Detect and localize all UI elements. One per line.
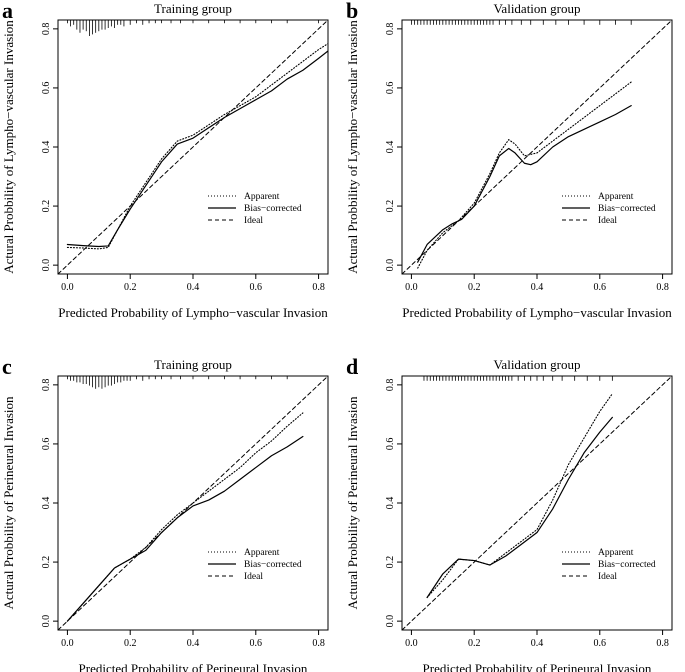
legend-label: Apparent [598, 192, 634, 202]
x-tick-label: 0.2 [124, 282, 137, 293]
panel-title: Validation group [493, 1, 580, 16]
series-group [402, 20, 672, 274]
y-tick-label: 0.2 [385, 200, 396, 213]
panel-letter: d [346, 354, 358, 379]
x-tick-label: 0.6 [250, 282, 263, 293]
panel-title: Training group [154, 357, 232, 372]
y-tick-label: 0.4 [41, 141, 52, 154]
y-tick-label: 0.6 [41, 82, 52, 95]
legend: Apparent Bias−corrected Ideal [562, 548, 656, 582]
panel-c: 0.0 0.2 0.4 0.6 0.8 0.0 0.2 0.4 0.6 0.8 c Training … [1, 354, 329, 672]
legend-label: Ideal [244, 216, 263, 226]
y-tick-label: 0.4 [385, 497, 396, 510]
series-solid [66, 435, 304, 622]
panel-d: 0.0 0.2 0.4 0.6 0.8 0.0 0.2 0.4 0.6 0.8 d Validatio… [345, 354, 673, 672]
x-tick-label: 0.2 [124, 638, 137, 649]
x-tick-label: 0.6 [594, 282, 607, 293]
series-dashed [58, 20, 328, 274]
series-group [402, 376, 672, 630]
panel-a: 0.0 0.2 0.4 0.6 0.8 0.0 0.2 0.4 0.6 0.8 a Training … [1, 0, 329, 320]
x-tick-label: 0.0 [61, 638, 74, 649]
series-dotted [426, 393, 613, 599]
x-tick-label: 0.4 [187, 638, 200, 649]
x-axis-label: Predicted Probability of Lympho−vascular… [402, 305, 672, 320]
x-axis-label: Predicted Probability of Perineural Inva… [423, 661, 652, 672]
legend-label: Ideal [598, 572, 617, 582]
legend-label: Ideal [244, 572, 263, 582]
y-tick-label: 0.0 [385, 615, 396, 628]
y-tick-label: 0.8 [41, 23, 52, 36]
y-axis-label: Actural Probbility of Perineural Invasio… [1, 396, 16, 610]
x-axis-label: Predicted Probability of Perineural Inva… [79, 661, 308, 672]
legend-label: Apparent [244, 548, 280, 558]
y-tick-label: 0.8 [41, 379, 52, 392]
y-tick-label: 0.6 [41, 438, 52, 451]
x-tick-label: 0.8 [312, 282, 325, 293]
series-solid [417, 105, 632, 263]
x-tick-label: 0.2 [468, 282, 481, 293]
y-tick-label: 0.6 [385, 82, 396, 95]
y-tick-label: 0.0 [385, 259, 396, 272]
y-tick-label: 0.2 [385, 556, 396, 569]
series-group [58, 20, 328, 274]
y-tick-label: 0.0 [41, 259, 52, 272]
y-tick-label: 0.6 [385, 438, 396, 451]
panel-title: Training group [154, 1, 232, 16]
series-solid [426, 416, 613, 599]
y-axis-label: Actural Probbility of Lympho−vascular In… [1, 20, 16, 274]
panel-letter: c [2, 354, 12, 379]
y-axis-label: Actural Probbility of Perineural Invasio… [345, 396, 360, 610]
x-tick-label: 0.8 [656, 282, 669, 293]
series-group [58, 376, 328, 630]
legend: Apparent Bias−corrected Ideal [208, 548, 302, 582]
y-tick-label: 0.0 [41, 615, 52, 628]
x-tick-label: 0.4 [531, 282, 544, 293]
y-tick-label: 0.4 [41, 497, 52, 510]
x-tick-label: 0.4 [531, 638, 544, 649]
y-tick-label: 0.4 [385, 141, 396, 154]
x-tick-label: 0.0 [405, 638, 418, 649]
y-tick-label: 0.2 [41, 556, 52, 569]
legend-label: Apparent [244, 192, 280, 202]
y-tick-label: 0.8 [385, 23, 396, 36]
legend-label: Bias−corrected [598, 204, 656, 214]
x-tick-label: 0.6 [594, 638, 607, 649]
x-tick-label: 0.0 [61, 282, 74, 293]
series-solid [66, 50, 328, 248]
legend: Apparent Bias−corrected Ideal [208, 192, 302, 226]
series-dotted [417, 81, 632, 269]
panel-title: Validation group [493, 357, 580, 372]
x-tick-label: 0.2 [468, 638, 481, 649]
series-dashed [402, 20, 672, 274]
legend-label: Apparent [598, 548, 634, 558]
panel-letter: a [2, 0, 13, 23]
x-tick-label: 0.6 [250, 638, 263, 649]
legend-label: Bias−corrected [598, 560, 656, 570]
legend-label: Bias−corrected [244, 560, 302, 570]
x-tick-label: 0.8 [312, 638, 325, 649]
x-tick-label: 0.0 [405, 282, 418, 293]
x-tick-label: 0.8 [656, 638, 669, 649]
series-dashed [402, 376, 672, 630]
series-dashed [58, 376, 328, 630]
x-axis-label: Predicted Probability of Lympho−vascular… [58, 305, 328, 320]
y-tick-label: 0.8 [385, 379, 396, 392]
panel-letter: b [346, 0, 358, 23]
y-axis-label: Actural Probbility of Lympho−vascular In… [345, 20, 360, 274]
x-tick-label: 0.4 [187, 282, 200, 293]
series-dotted [66, 412, 304, 622]
legend-label: Bias−corrected [244, 204, 302, 214]
panel-b: 0.0 0.2 0.4 0.6 0.8 0.0 0.2 0.4 0.6 0.8 b Validatio… [345, 0, 673, 320]
series-dotted [66, 43, 328, 250]
y-tick-label: 0.2 [41, 200, 52, 213]
legend-label: Ideal [598, 216, 617, 226]
legend: Apparent Bias−corrected Ideal [562, 192, 656, 226]
